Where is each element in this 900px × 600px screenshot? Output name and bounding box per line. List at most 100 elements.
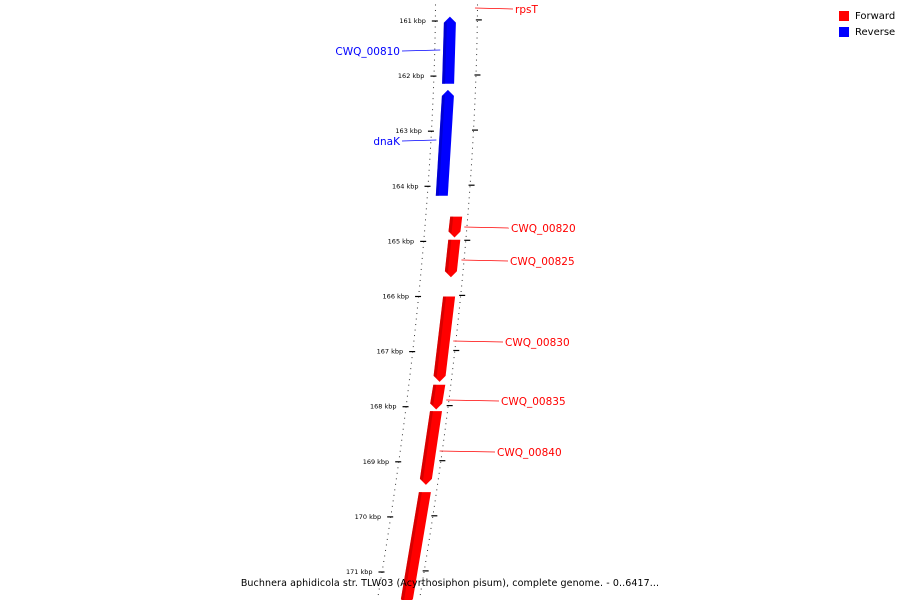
gene-label[interactable]: dnaK: [373, 136, 401, 148]
gene-arrow-shade: [430, 384, 437, 406]
ruler-minor-tick: [387, 533, 389, 535]
gene-feature-CWQ_00835[interactable]: [430, 384, 446, 410]
ruler-minor-tick: [443, 434, 445, 436]
ruler-minor-tick: [408, 384, 410, 386]
gene-feature-dnaK[interactable]: [435, 89, 454, 196]
gene-label-leader: [401, 49, 441, 52]
ruler-minor-tick: [380, 577, 382, 579]
ruler-minor-tick: [474, 109, 476, 111]
gene-label[interactable]: CWQ_00825: [510, 256, 575, 268]
gene-arrow-shade: [448, 216, 454, 234]
ruler-minor-tick: [471, 153, 473, 155]
ruler-minor-tick: [395, 478, 397, 480]
ruler-minor-tick: [415, 318, 417, 320]
gene-arrow-shade: [442, 21, 447, 84]
ruler-minor-tick: [471, 158, 473, 160]
ruler-minor-tick: [397, 467, 399, 469]
genome-caption: Buchnera aphidicola str. TLW03 (Acyrthos…: [240, 578, 660, 589]
gene-label[interactable]: CWQ_00810: [335, 46, 400, 58]
gene-label[interactable]: CWQ_00830: [505, 337, 570, 349]
ruler-minor-tick: [394, 489, 396, 491]
ruler-minor-tick: [431, 125, 433, 127]
ruler-minor-tick: [437, 483, 439, 485]
ruler-minor-tick: [434, 26, 436, 28]
ruler-minor-tick: [466, 230, 468, 232]
gene-label-leader: [446, 399, 500, 402]
ruler-minor-tick: [389, 522, 391, 524]
ruler-minor-tick: [446, 417, 448, 419]
gene-feature-CWQ_00840[interactable]: [419, 411, 442, 485]
ruler-minor-tick: [461, 279, 463, 281]
ruler-minor-tick: [432, 92, 434, 94]
gene-label-leader: [401, 139, 437, 142]
ruler-minor-tick: [458, 307, 460, 309]
ruler-minor-tick: [433, 81, 435, 83]
ruler-minor-tick: [379, 583, 381, 585]
ruler-minor-tick: [433, 65, 435, 67]
gene-label[interactable]: rpsT: [515, 4, 538, 16]
ruler-minor-tick: [457, 324, 459, 326]
gene-arrow: [433, 296, 456, 382]
gene-arrow: [419, 411, 442, 485]
gene-feature-CWQ_00825[interactable]: [444, 239, 461, 278]
ruler-minor-tick: [454, 351, 456, 353]
gene-label[interactable]: CWQ_00820: [511, 223, 576, 235]
gene-feature-CWQ_00820[interactable]: [448, 216, 463, 238]
ruler-minor-tick: [421, 257, 423, 259]
ruler-tick-label: 162 kbp: [398, 72, 425, 80]
ruler-minor-tick: [461, 285, 463, 287]
ruler-minor-tick: [432, 109, 434, 111]
gene-label-leader: [461, 259, 509, 262]
ruler-minor-tick: [433, 70, 435, 72]
ruler-minor-tick: [406, 401, 408, 403]
ruler-minor-tick: [449, 390, 451, 392]
ruler-minor-tick: [476, 43, 478, 45]
ruler-minor-tick: [401, 434, 403, 436]
ruler-minor-tick: [425, 560, 427, 562]
ruler-minor-tick: [377, 594, 379, 596]
ruler-minor-tick: [425, 213, 427, 215]
ruler-minor-tick: [388, 527, 390, 529]
ruler-minor-tick: [474, 103, 476, 105]
ruler-minor-tick: [476, 32, 478, 34]
ruler-minor-tick: [453, 357, 455, 359]
ruler-minor-tick: [475, 70, 477, 72]
ruler-minor-tick: [450, 379, 452, 381]
ruler-minor-tick: [412, 346, 414, 348]
ruler-minor-tick: [448, 395, 450, 397]
gene-label-leader: [439, 450, 496, 453]
ruler-minor-tick: [457, 318, 459, 320]
gene-feature-CWQ_00810[interactable]: [442, 16, 456, 84]
legend-item-reverse: Reverse: [839, 25, 895, 39]
ruler-minor-tick: [431, 114, 433, 116]
ruler-minor-tick: [434, 9, 436, 11]
ruler-minor-tick: [456, 335, 458, 337]
legend: Forward Reverse: [839, 9, 895, 41]
gene-label[interactable]: CWQ_00840: [497, 447, 562, 459]
ruler-minor-tick: [465, 241, 467, 243]
ruler-minor-tick: [476, 54, 478, 56]
ruler-minor-tick: [475, 65, 477, 67]
ruler-minor-tick: [414, 335, 416, 337]
ruler-minor-tick: [391, 511, 393, 513]
legend-item-forward: Forward: [839, 9, 895, 23]
ruler-minor-tick: [475, 59, 477, 61]
gene-arrow-shade: [435, 94, 445, 196]
ruler-minor-tick: [472, 136, 474, 138]
gene-label[interactable]: CWQ_00835: [501, 396, 566, 408]
ruler-minor-tick: [475, 81, 477, 83]
ruler-minor-tick: [423, 572, 425, 573]
ruler-minor-tick: [424, 224, 426, 226]
gene-feature-CWQ_00830[interactable]: [433, 296, 456, 382]
ruler-minor-tick: [434, 32, 436, 34]
ruler-minor-tick: [398, 456, 400, 458]
gene-feature-unnamed[interactable]: [400, 492, 431, 600]
ruler-tick-label: 170 kbp: [355, 513, 382, 521]
ruler-minor-tick: [384, 555, 386, 557]
ruler-minor-tick: [467, 208, 469, 210]
ruler-minor-tick: [399, 450, 401, 452]
ruler-minor-tick: [431, 120, 433, 122]
ruler-minor-tick: [432, 516, 434, 518]
ruler-minor-tick: [421, 263, 423, 265]
ruler-minor-tick: [410, 362, 412, 364]
